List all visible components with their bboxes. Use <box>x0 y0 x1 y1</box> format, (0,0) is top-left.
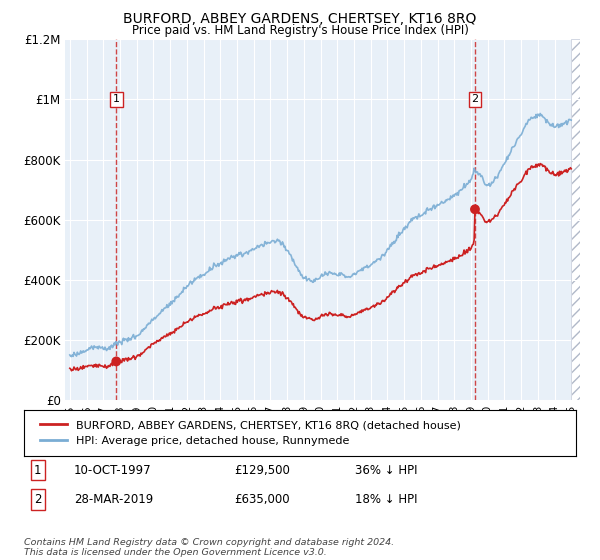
Point <box>470 205 480 214</box>
Text: 1: 1 <box>34 464 41 477</box>
Text: £635,000: £635,000 <box>234 493 289 506</box>
Text: Contains HM Land Registry data © Crown copyright and database right 2024.
This d: Contains HM Land Registry data © Crown c… <box>24 538 394 557</box>
Text: BURFORD, ABBEY GARDENS, CHERTSEY, KT16 8RQ: BURFORD, ABBEY GARDENS, CHERTSEY, KT16 8… <box>124 12 476 26</box>
Text: 28-MAR-2019: 28-MAR-2019 <box>74 493 153 506</box>
Point <box>112 357 121 366</box>
Text: 2: 2 <box>34 493 41 506</box>
Bar <box>571 39 588 400</box>
Legend: BURFORD, ABBEY GARDENS, CHERTSEY, KT16 8RQ (detached house), HPI: Average price,: BURFORD, ABBEY GARDENS, CHERTSEY, KT16 8… <box>35 416 466 450</box>
Text: 1: 1 <box>113 95 120 104</box>
Text: 18% ↓ HPI: 18% ↓ HPI <box>355 493 418 506</box>
Text: £129,500: £129,500 <box>234 464 290 477</box>
Bar <box>571 39 588 400</box>
Text: 2: 2 <box>472 95 479 104</box>
Text: 10-OCT-1997: 10-OCT-1997 <box>74 464 151 477</box>
Text: Price paid vs. HM Land Registry's House Price Index (HPI): Price paid vs. HM Land Registry's House … <box>131 24 469 37</box>
Text: 36% ↓ HPI: 36% ↓ HPI <box>355 464 418 477</box>
